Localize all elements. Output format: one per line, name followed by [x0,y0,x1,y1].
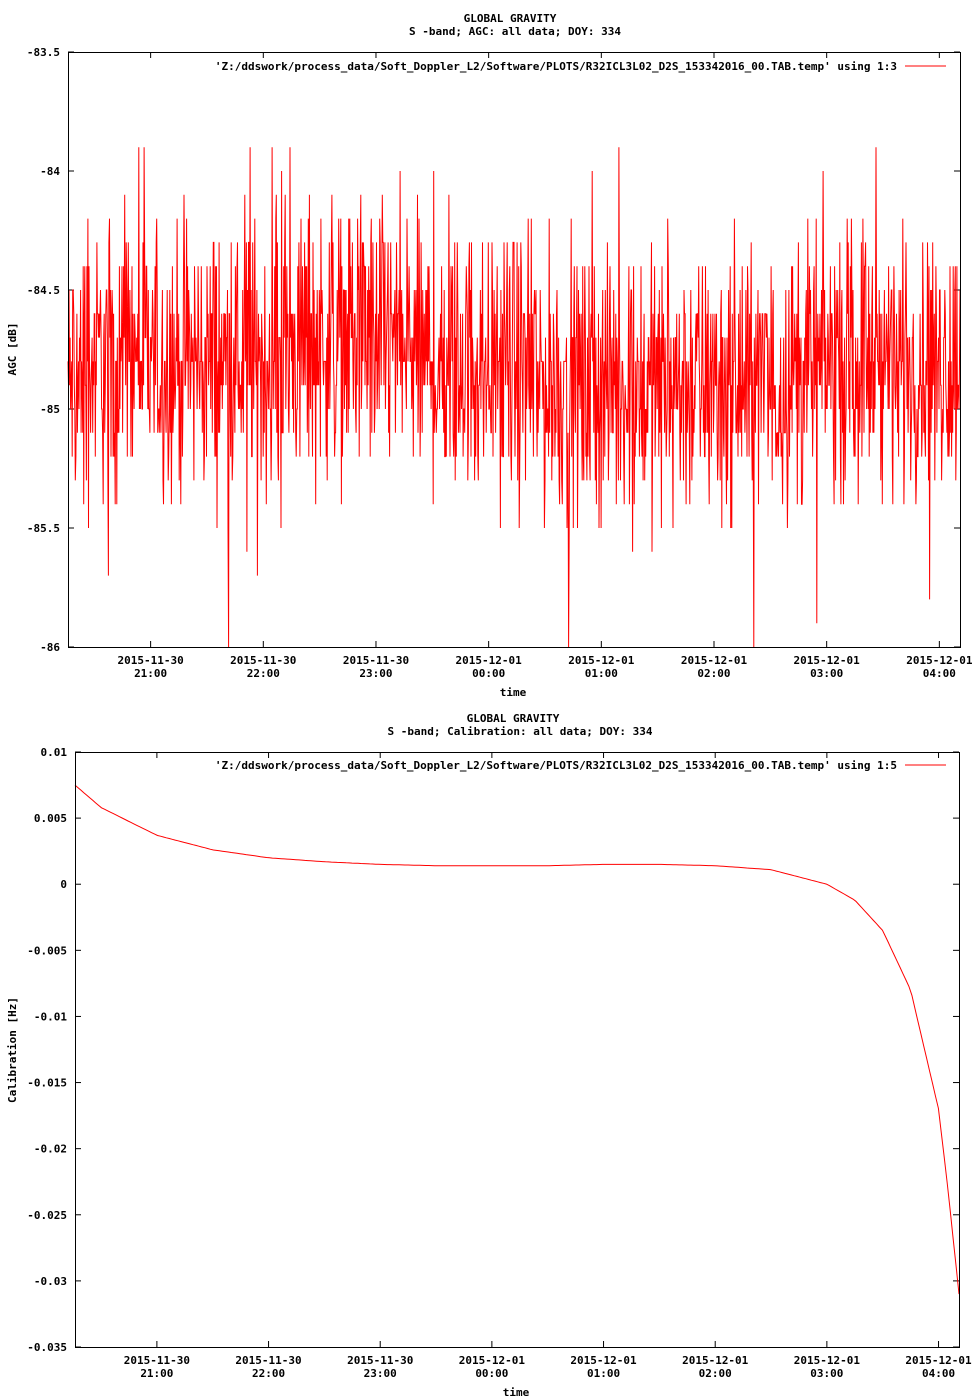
x-tick-date: 2015-12-01 [905,1354,972,1367]
x-tick-date: 2015-11-30 [118,654,184,667]
chart-subtitle: S -band; Calibration: all data; DOY: 334 [388,725,653,738]
y-axis-label: AGC [dB] [6,323,19,376]
x-tick-time: 22:00 [252,1367,285,1380]
x-tick-date: 2015-12-01 [682,1354,749,1367]
x-tick-time: 01:00 [585,667,618,680]
x-tick-date: 2015-12-01 [459,1354,526,1367]
x-tick-date: 2015-12-01 [681,654,748,667]
chart-title: GLOBAL GRAVITY [464,12,557,25]
x-tick-time: 22:00 [247,667,280,680]
x-tick-date: 2015-12-01 [794,654,861,667]
y-tick-label: -0.02 [34,1143,67,1156]
x-tick-date: 2015-12-01 [456,654,523,667]
x-tick-time: 04:00 [923,667,956,680]
legend-label: 'Z:/ddswork/process_data/Soft_Doppler_L2… [215,759,897,772]
x-tick-time: 02:00 [697,667,730,680]
series-line [74,784,960,1295]
y-tick-label: -85.5 [27,522,60,535]
x-ticks: 2015-11-3021:002015-11-3022:002015-11-30… [118,52,973,680]
x-tick-time: 04:00 [922,1367,955,1380]
x-axis-label: time [500,686,527,699]
chart-title: GLOBAL GRAVITY [467,712,560,725]
y-ticks: 0.01 0.005 0 -0.005 -0.01 -0.015 -0.02 -0.025 -0… [27,746,959,1354]
y-tick-label: -0.015 [27,1077,67,1090]
y-tick-label: -0.005 [27,944,67,957]
x-axis-label: time [503,1386,530,1399]
calibration-chart: GLOBAL GRAVITY S -band; Calibration: all… [6,712,972,1399]
y-tick-label: -85 [40,403,60,416]
x-tick-date: 2015-12-01 [570,1354,637,1367]
plot-frame [75,752,960,1348]
x-tick-date: 2015-12-01 [906,654,973,667]
y-tick-label: -0.03 [34,1275,67,1288]
x-tick-date: 2015-11-30 [343,654,409,667]
y-tick-label: -84.5 [27,284,60,297]
x-tick-time: 21:00 [134,667,167,680]
x-tick-time: 02:00 [699,1367,732,1380]
x-tick-date: 2015-12-01 [794,1354,861,1367]
y-tick-label: 0 [60,878,67,891]
y-tick-label: -86 [40,641,60,654]
y-tick-label: 0.01 [41,746,68,759]
x-tick-time: 03:00 [810,667,843,680]
x-tick-time: 00:00 [475,1367,508,1380]
x-tick-time: 21:00 [140,1367,173,1380]
x-tick-time: 23:00 [359,667,392,680]
y-tick-label: -0.025 [27,1209,67,1222]
x-tick-date: 2015-12-01 [568,654,635,667]
y-axis-label: Calibration [Hz] [6,997,19,1103]
plot-frame [68,52,961,648]
series-calibration [74,784,960,1295]
x-tick-time: 00:00 [472,667,505,680]
y-tick-label: -83.5 [27,46,60,59]
x-tick-date: 2015-11-30 [347,1354,413,1367]
legend-label: 'Z:/ddswork/process_data/Soft_Doppler_L2… [215,60,897,73]
y-tick-label: -0.035 [27,1341,67,1354]
y-tick-label: -0.01 [34,1010,67,1023]
series-agc [67,147,961,648]
y-tick-label: 0.005 [34,812,67,825]
x-tick-date: 2015-11-30 [230,654,296,667]
y-tick-label: -84 [40,165,60,178]
x-tick-date: 2015-11-30 [124,1354,190,1367]
x-tick-time: 01:00 [587,1367,620,1380]
x-tick-date: 2015-11-30 [235,1354,301,1367]
agc-chart: GLOBAL GRAVITY S -band; AGC: all data; D… [6,12,973,699]
x-tick-time: 03:00 [810,1367,843,1380]
series-line [67,147,961,648]
x-tick-time: 23:00 [364,1367,397,1380]
chart-subtitle: S -band; AGC: all data; DOY: 334 [409,25,621,38]
x-ticks: 2015-11-3021:002015-11-3022:002015-11-30… [124,752,972,1380]
